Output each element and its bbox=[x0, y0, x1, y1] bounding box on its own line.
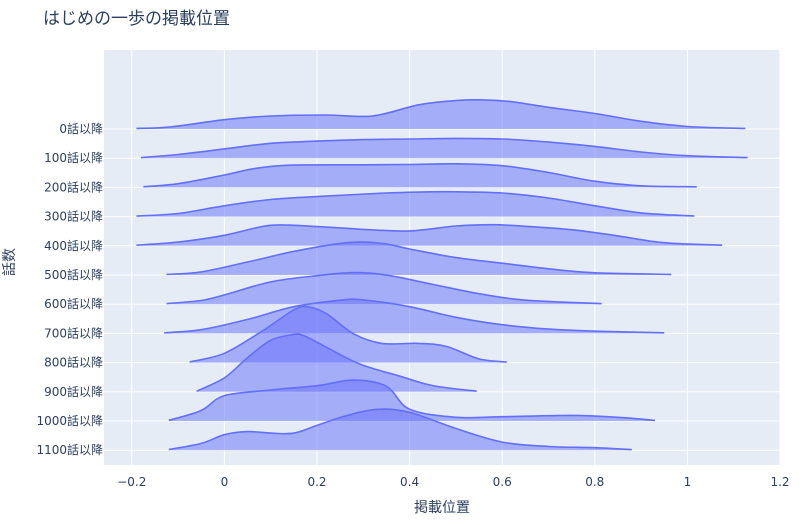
chart-title: はじめの一歩の掲載位置 bbox=[43, 9, 230, 29]
ridge-area bbox=[136, 224, 723, 246]
ridge-line bbox=[136, 98, 746, 130]
y-tick-label: 500話以降 bbox=[44, 267, 103, 282]
x-tick-label: 1.2 bbox=[770, 475, 789, 489]
y-tick-label: 800話以降 bbox=[44, 355, 103, 370]
ridge-area bbox=[196, 334, 477, 392]
ridge-area bbox=[168, 409, 632, 451]
ridge-line bbox=[136, 190, 695, 217]
y-tick-label: 600話以降 bbox=[44, 296, 103, 311]
y-axis-title: 話数 bbox=[1, 248, 18, 276]
x-tick-label: 0.2 bbox=[307, 475, 326, 489]
y-tick-label: 100話以降 bbox=[44, 150, 103, 165]
y-tick-label: 1100話以降 bbox=[36, 442, 103, 457]
y-tick-label: 900話以降 bbox=[44, 384, 103, 399]
x-tick-label: 0.8 bbox=[585, 475, 604, 489]
ridge-area bbox=[168, 380, 656, 421]
x-tick-label: 0.4 bbox=[400, 475, 419, 489]
x-tick-labels: −0.2 0 0.2 0.4 0.6 0.8 1 1.2 bbox=[117, 475, 789, 489]
y-tick-label: 700話以降 bbox=[44, 325, 103, 340]
ridge-area bbox=[141, 138, 748, 159]
x-tick-label: −0.2 bbox=[117, 475, 146, 489]
x-tick-label: 0 bbox=[221, 475, 229, 489]
ridge-line bbox=[168, 408, 632, 451]
y-tick-label: 400話以降 bbox=[44, 238, 103, 253]
y-tick-label: 0話以降 bbox=[59, 121, 103, 136]
ridge-line bbox=[143, 162, 697, 188]
y-tick-label: 300話以降 bbox=[44, 209, 103, 224]
y-tick-label: 1000話以降 bbox=[36, 413, 103, 428]
ridge-line bbox=[140, 137, 748, 159]
ridge-line bbox=[164, 298, 665, 334]
y-tick-label: 200話以降 bbox=[44, 179, 103, 194]
x-tick-label: 1 bbox=[684, 475, 692, 489]
ridge-area bbox=[166, 242, 672, 275]
ridge-series bbox=[136, 98, 748, 451]
ridge-area bbox=[136, 99, 746, 129]
x-tick-label: 0.6 bbox=[493, 475, 512, 489]
ridge-line bbox=[196, 333, 477, 392]
ridge-area bbox=[136, 191, 695, 217]
x-axis-title: 掲載位置 bbox=[414, 500, 470, 516]
ridge-line bbox=[166, 271, 602, 305]
y-tick-labels: 0話以降 100話以降 200話以降 300話以降 400話以降 500話以降 600話以降… bbox=[36, 121, 103, 457]
ridge-line bbox=[166, 241, 672, 276]
ridge-area bbox=[143, 163, 697, 188]
ridge-line bbox=[168, 379, 656, 422]
ridge-line bbox=[136, 223, 723, 246]
ridge-line bbox=[189, 305, 507, 363]
